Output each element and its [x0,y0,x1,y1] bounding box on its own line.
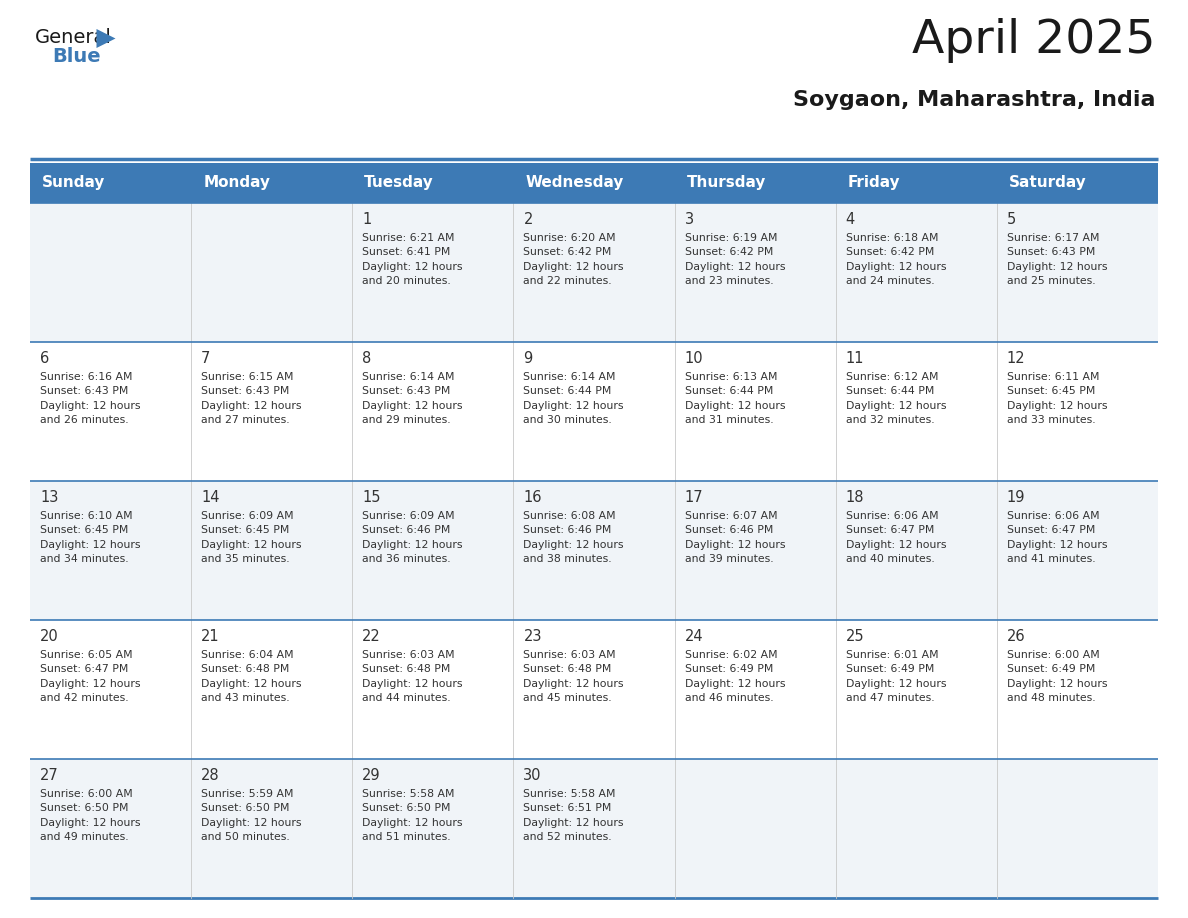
Text: Tuesday: Tuesday [365,175,434,191]
Text: 7: 7 [201,351,210,366]
Text: 1: 1 [362,212,372,227]
Text: Sunrise: 6:03 AM
Sunset: 6:48 PM
Daylight: 12 hours
and 44 minutes.: Sunrise: 6:03 AM Sunset: 6:48 PM Dayligh… [362,650,463,703]
Text: 23: 23 [524,629,542,644]
Text: 3: 3 [684,212,694,227]
Text: 28: 28 [201,768,220,783]
Text: Sunrise: 6:20 AM
Sunset: 6:42 PM
Daylight: 12 hours
and 22 minutes.: Sunrise: 6:20 AM Sunset: 6:42 PM Dayligh… [524,233,624,286]
Text: General: General [34,28,112,47]
Text: 15: 15 [362,490,381,505]
Text: Sunrise: 6:21 AM
Sunset: 6:41 PM
Daylight: 12 hours
and 20 minutes.: Sunrise: 6:21 AM Sunset: 6:41 PM Dayligh… [362,233,463,286]
Bar [30,759,1158,898]
Text: Sunrise: 6:15 AM
Sunset: 6:43 PM
Daylight: 12 hours
and 27 minutes.: Sunrise: 6:15 AM Sunset: 6:43 PM Dayligh… [201,372,302,425]
Text: 14: 14 [201,490,220,505]
Text: 12: 12 [1007,351,1025,366]
Bar [513,163,675,203]
Text: Sunrise: 5:59 AM
Sunset: 6:50 PM
Daylight: 12 hours
and 50 minutes.: Sunrise: 5:59 AM Sunset: 6:50 PM Dayligh… [201,789,302,842]
Bar [30,163,191,203]
Text: Sunrise: 6:06 AM
Sunset: 6:47 PM
Daylight: 12 hours
and 40 minutes.: Sunrise: 6:06 AM Sunset: 6:47 PM Dayligh… [846,511,946,565]
Text: Thursday: Thursday [687,175,766,191]
Text: Sunrise: 6:07 AM
Sunset: 6:46 PM
Daylight: 12 hours
and 39 minutes.: Sunrise: 6:07 AM Sunset: 6:46 PM Dayligh… [684,511,785,565]
Text: 24: 24 [684,629,703,644]
Text: 18: 18 [846,490,864,505]
Text: 22: 22 [362,629,381,644]
Text: Sunrise: 6:01 AM
Sunset: 6:49 PM
Daylight: 12 hours
and 47 minutes.: Sunrise: 6:01 AM Sunset: 6:49 PM Dayligh… [846,650,946,703]
Text: Soygaon, Maharashtra, India: Soygaon, Maharashtra, India [794,90,1156,110]
Text: Sunrise: 6:05 AM
Sunset: 6:47 PM
Daylight: 12 hours
and 42 minutes.: Sunrise: 6:05 AM Sunset: 6:47 PM Dayligh… [40,650,140,703]
Bar [835,163,997,203]
Text: 2: 2 [524,212,532,227]
Text: Blue: Blue [52,48,101,66]
Bar [353,163,513,203]
Text: Sunrise: 6:02 AM
Sunset: 6:49 PM
Daylight: 12 hours
and 46 minutes.: Sunrise: 6:02 AM Sunset: 6:49 PM Dayligh… [684,650,785,703]
Text: 30: 30 [524,768,542,783]
Text: Sunrise: 6:00 AM
Sunset: 6:50 PM
Daylight: 12 hours
and 49 minutes.: Sunrise: 6:00 AM Sunset: 6:50 PM Dayligh… [40,789,140,842]
Bar [30,342,1158,481]
Text: 26: 26 [1007,629,1025,644]
Text: Saturday: Saturday [1009,175,1087,191]
Text: 6: 6 [40,351,49,366]
Text: Sunrise: 6:18 AM
Sunset: 6:42 PM
Daylight: 12 hours
and 24 minutes.: Sunrise: 6:18 AM Sunset: 6:42 PM Dayligh… [846,233,946,286]
Text: 27: 27 [40,768,58,783]
Text: Sunrise: 6:06 AM
Sunset: 6:47 PM
Daylight: 12 hours
and 41 minutes.: Sunrise: 6:06 AM Sunset: 6:47 PM Dayligh… [1007,511,1107,565]
Text: Sunrise: 6:14 AM
Sunset: 6:43 PM
Daylight: 12 hours
and 29 minutes.: Sunrise: 6:14 AM Sunset: 6:43 PM Dayligh… [362,372,463,425]
Text: Wednesday: Wednesday [525,175,624,191]
Text: Sunrise: 6:11 AM
Sunset: 6:45 PM
Daylight: 12 hours
and 33 minutes.: Sunrise: 6:11 AM Sunset: 6:45 PM Dayligh… [1007,372,1107,425]
Text: April 2025: April 2025 [912,18,1156,63]
Text: 4: 4 [846,212,855,227]
Text: Sunrise: 6:10 AM
Sunset: 6:45 PM
Daylight: 12 hours
and 34 minutes.: Sunrise: 6:10 AM Sunset: 6:45 PM Dayligh… [40,511,140,565]
Text: Sunrise: 6:09 AM
Sunset: 6:46 PM
Daylight: 12 hours
and 36 minutes.: Sunrise: 6:09 AM Sunset: 6:46 PM Dayligh… [362,511,463,565]
Bar [30,203,1158,342]
Text: 11: 11 [846,351,864,366]
Text: Sunrise: 6:16 AM
Sunset: 6:43 PM
Daylight: 12 hours
and 26 minutes.: Sunrise: 6:16 AM Sunset: 6:43 PM Dayligh… [40,372,140,425]
Bar [191,163,353,203]
Bar [30,481,1158,620]
Text: 20: 20 [40,629,58,644]
Text: 17: 17 [684,490,703,505]
Text: 10: 10 [684,351,703,366]
Text: Sunrise: 6:14 AM
Sunset: 6:44 PM
Daylight: 12 hours
and 30 minutes.: Sunrise: 6:14 AM Sunset: 6:44 PM Dayligh… [524,372,624,425]
Text: Sunrise: 6:13 AM
Sunset: 6:44 PM
Daylight: 12 hours
and 31 minutes.: Sunrise: 6:13 AM Sunset: 6:44 PM Dayligh… [684,372,785,425]
Text: 29: 29 [362,768,381,783]
Text: Sunrise: 6:08 AM
Sunset: 6:46 PM
Daylight: 12 hours
and 38 minutes.: Sunrise: 6:08 AM Sunset: 6:46 PM Dayligh… [524,511,624,565]
Text: 13: 13 [40,490,58,505]
Text: Sunday: Sunday [42,175,106,191]
Polygon shape [96,29,115,48]
Text: Friday: Friday [848,175,901,191]
Text: Monday: Monday [203,175,270,191]
Text: Sunrise: 6:09 AM
Sunset: 6:45 PM
Daylight: 12 hours
and 35 minutes.: Sunrise: 6:09 AM Sunset: 6:45 PM Dayligh… [201,511,302,565]
Text: Sunrise: 5:58 AM
Sunset: 6:51 PM
Daylight: 12 hours
and 52 minutes.: Sunrise: 5:58 AM Sunset: 6:51 PM Dayligh… [524,789,624,842]
Text: 5: 5 [1007,212,1016,227]
Text: 21: 21 [201,629,220,644]
Bar [997,163,1158,203]
Bar [30,620,1158,759]
Text: 8: 8 [362,351,372,366]
Text: Sunrise: 6:19 AM
Sunset: 6:42 PM
Daylight: 12 hours
and 23 minutes.: Sunrise: 6:19 AM Sunset: 6:42 PM Dayligh… [684,233,785,286]
Text: Sunrise: 5:58 AM
Sunset: 6:50 PM
Daylight: 12 hours
and 51 minutes.: Sunrise: 5:58 AM Sunset: 6:50 PM Dayligh… [362,789,463,842]
Text: Sunrise: 6:00 AM
Sunset: 6:49 PM
Daylight: 12 hours
and 48 minutes.: Sunrise: 6:00 AM Sunset: 6:49 PM Dayligh… [1007,650,1107,703]
Text: Sunrise: 6:17 AM
Sunset: 6:43 PM
Daylight: 12 hours
and 25 minutes.: Sunrise: 6:17 AM Sunset: 6:43 PM Dayligh… [1007,233,1107,286]
Text: Sunrise: 6:04 AM
Sunset: 6:48 PM
Daylight: 12 hours
and 43 minutes.: Sunrise: 6:04 AM Sunset: 6:48 PM Dayligh… [201,650,302,703]
Bar [675,163,835,203]
Text: Sunrise: 6:03 AM
Sunset: 6:48 PM
Daylight: 12 hours
and 45 minutes.: Sunrise: 6:03 AM Sunset: 6:48 PM Dayligh… [524,650,624,703]
Text: 9: 9 [524,351,532,366]
Text: 19: 19 [1007,490,1025,505]
Text: 16: 16 [524,490,542,505]
Text: 25: 25 [846,629,865,644]
Text: Sunrise: 6:12 AM
Sunset: 6:44 PM
Daylight: 12 hours
and 32 minutes.: Sunrise: 6:12 AM Sunset: 6:44 PM Dayligh… [846,372,946,425]
